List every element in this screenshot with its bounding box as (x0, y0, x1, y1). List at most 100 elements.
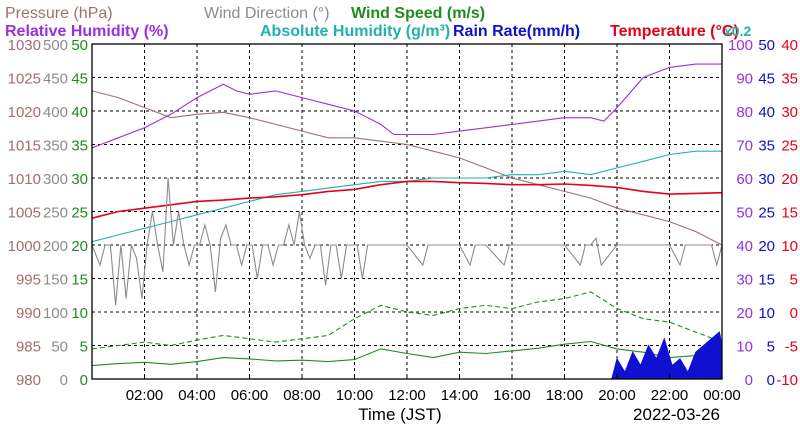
right-tick-label: 10 (781, 238, 798, 255)
series-layer (91, 63, 723, 380)
left-tick-label: 250 (43, 205, 68, 222)
left-tick-label: 0 (60, 372, 68, 389)
right-tick-label: 40 (758, 104, 775, 121)
chart-header: Pressure (hPa) Wind Direction (°) Wind Spe… (5, 5, 751, 40)
left-tick-label: 1015 (8, 138, 41, 155)
left-tick-label: 1030 (8, 37, 41, 54)
left-tick-label: 5 (80, 339, 88, 356)
x-tick-label: 14:00 (441, 387, 479, 404)
header2-label-3: Temperature (°C) (610, 23, 739, 40)
left-tick-label: 1005 (8, 205, 41, 222)
grid (92, 44, 722, 379)
x-tick-label: 20:00 (598, 387, 636, 404)
right-tick-label: 40 (736, 238, 753, 255)
left-tick-label: 15 (71, 272, 88, 289)
right-tick-label: 30 (736, 272, 753, 289)
x-tick-label: 04:00 (178, 387, 216, 404)
tick-labels: 9809859909951000100510101015102010251030… (8, 37, 798, 404)
left-tick-label: 500 (43, 37, 68, 54)
left-tick-label: 1020 (8, 104, 41, 121)
left-tick-label: 985 (16, 339, 41, 356)
right-tick-label: 80 (736, 104, 753, 121)
left-tick-label: 150 (43, 272, 68, 289)
right-tick-label: 90 (736, 71, 753, 88)
right-tick-label: -10 (776, 372, 798, 389)
right-tick-label: 20 (736, 305, 753, 322)
scale-note: x0.2 (724, 23, 751, 39)
right-tick-label: 5 (790, 272, 798, 289)
right-tick-label: 10 (758, 305, 775, 322)
x-tick-label: 18:00 (546, 387, 584, 404)
left-tick-label: 200 (43, 238, 68, 255)
right-tick-label: 35 (781, 71, 798, 88)
right-tick-label: 100 (728, 37, 753, 54)
left-tick-label: 995 (16, 272, 41, 289)
left-tick-label: 400 (43, 104, 68, 121)
header2-label-1: Absolute Humidity (g/m³) (260, 23, 450, 40)
date-label: 2022-03-26 (633, 405, 720, 424)
left-tick-label: 350 (43, 138, 68, 155)
series-temperature-c (91, 180, 723, 219)
right-tick-label: -5 (785, 339, 798, 356)
x-tick-label: 00:00 (703, 387, 741, 404)
left-tick-label: 20 (71, 238, 88, 255)
right-tick-label: 0 (790, 305, 798, 322)
right-tick-label: 25 (758, 205, 775, 222)
header-label-2: Wind Speed (m/s) (351, 5, 485, 22)
x-tick-label: 16:00 (493, 387, 531, 404)
left-tick-label: 10 (71, 305, 88, 322)
left-tick-label: 50 (51, 339, 68, 356)
left-tick-label: 40 (71, 104, 88, 121)
header2-label-0: Relative Humidity (%) (5, 23, 169, 40)
right-tick-label: 30 (781, 104, 798, 121)
header2-label-2: Rain Rate(mm/h) (453, 23, 580, 40)
right-tick-label: 60 (736, 171, 753, 188)
left-tick-label: 35 (71, 138, 88, 155)
right-tick-label: 20 (781, 171, 798, 188)
x-axis-label: Time (JST) (358, 405, 441, 424)
left-tick-label: 1000 (8, 238, 41, 255)
right-tick-label: 15 (781, 205, 798, 222)
series-wind-direction (91, 177, 723, 306)
right-tick-label: 20 (758, 238, 775, 255)
left-tick-label: 50 (71, 37, 88, 54)
x-tick-label: 10:00 (336, 387, 374, 404)
series-rain-rate (92, 331, 723, 380)
x-tick-label: 12:00 (388, 387, 426, 404)
right-tick-label: 5 (767, 339, 775, 356)
series-pressure-hpa (91, 90, 723, 246)
left-tick-label: 45 (71, 71, 88, 88)
left-tick-label: 1025 (8, 71, 41, 88)
right-tick-label: 50 (758, 37, 775, 54)
left-tick-label: 100 (43, 305, 68, 322)
right-tick-label: 25 (781, 138, 798, 155)
right-tick-label: 35 (758, 138, 775, 155)
left-tick-label: 450 (43, 71, 68, 88)
left-tick-label: 1010 (8, 171, 41, 188)
right-tick-label: 10 (736, 339, 753, 356)
left-tick-label: 980 (16, 372, 41, 389)
right-tick-label: 30 (758, 171, 775, 188)
x-tick-label: 22:00 (651, 387, 689, 404)
left-tick-label: 0 (80, 372, 88, 389)
series-wind-speed-m-s (91, 340, 723, 367)
series-relative-humidity (91, 63, 722, 149)
header-label-0: Pressure (hPa) (5, 5, 113, 22)
x-tick-label: 06:00 (231, 387, 269, 404)
series-wind-gust-m-s (91, 291, 723, 350)
right-tick-label: 40 (781, 37, 798, 54)
right-tick-label: 0 (767, 372, 775, 389)
right-tick-label: 50 (736, 205, 753, 222)
left-tick-label: 300 (43, 171, 68, 188)
left-tick-label: 30 (71, 171, 88, 188)
left-tick-label: 990 (16, 305, 41, 322)
right-tick-label: 0 (745, 372, 753, 389)
x-tick-label: 02:00 (126, 387, 164, 404)
right-tick-label: 15 (758, 272, 775, 289)
header-label-1: Wind Direction (°) (204, 5, 330, 22)
right-tick-label: 70 (736, 138, 753, 155)
left-tick-label: 25 (71, 205, 88, 222)
right-tick-label: 45 (758, 71, 775, 88)
